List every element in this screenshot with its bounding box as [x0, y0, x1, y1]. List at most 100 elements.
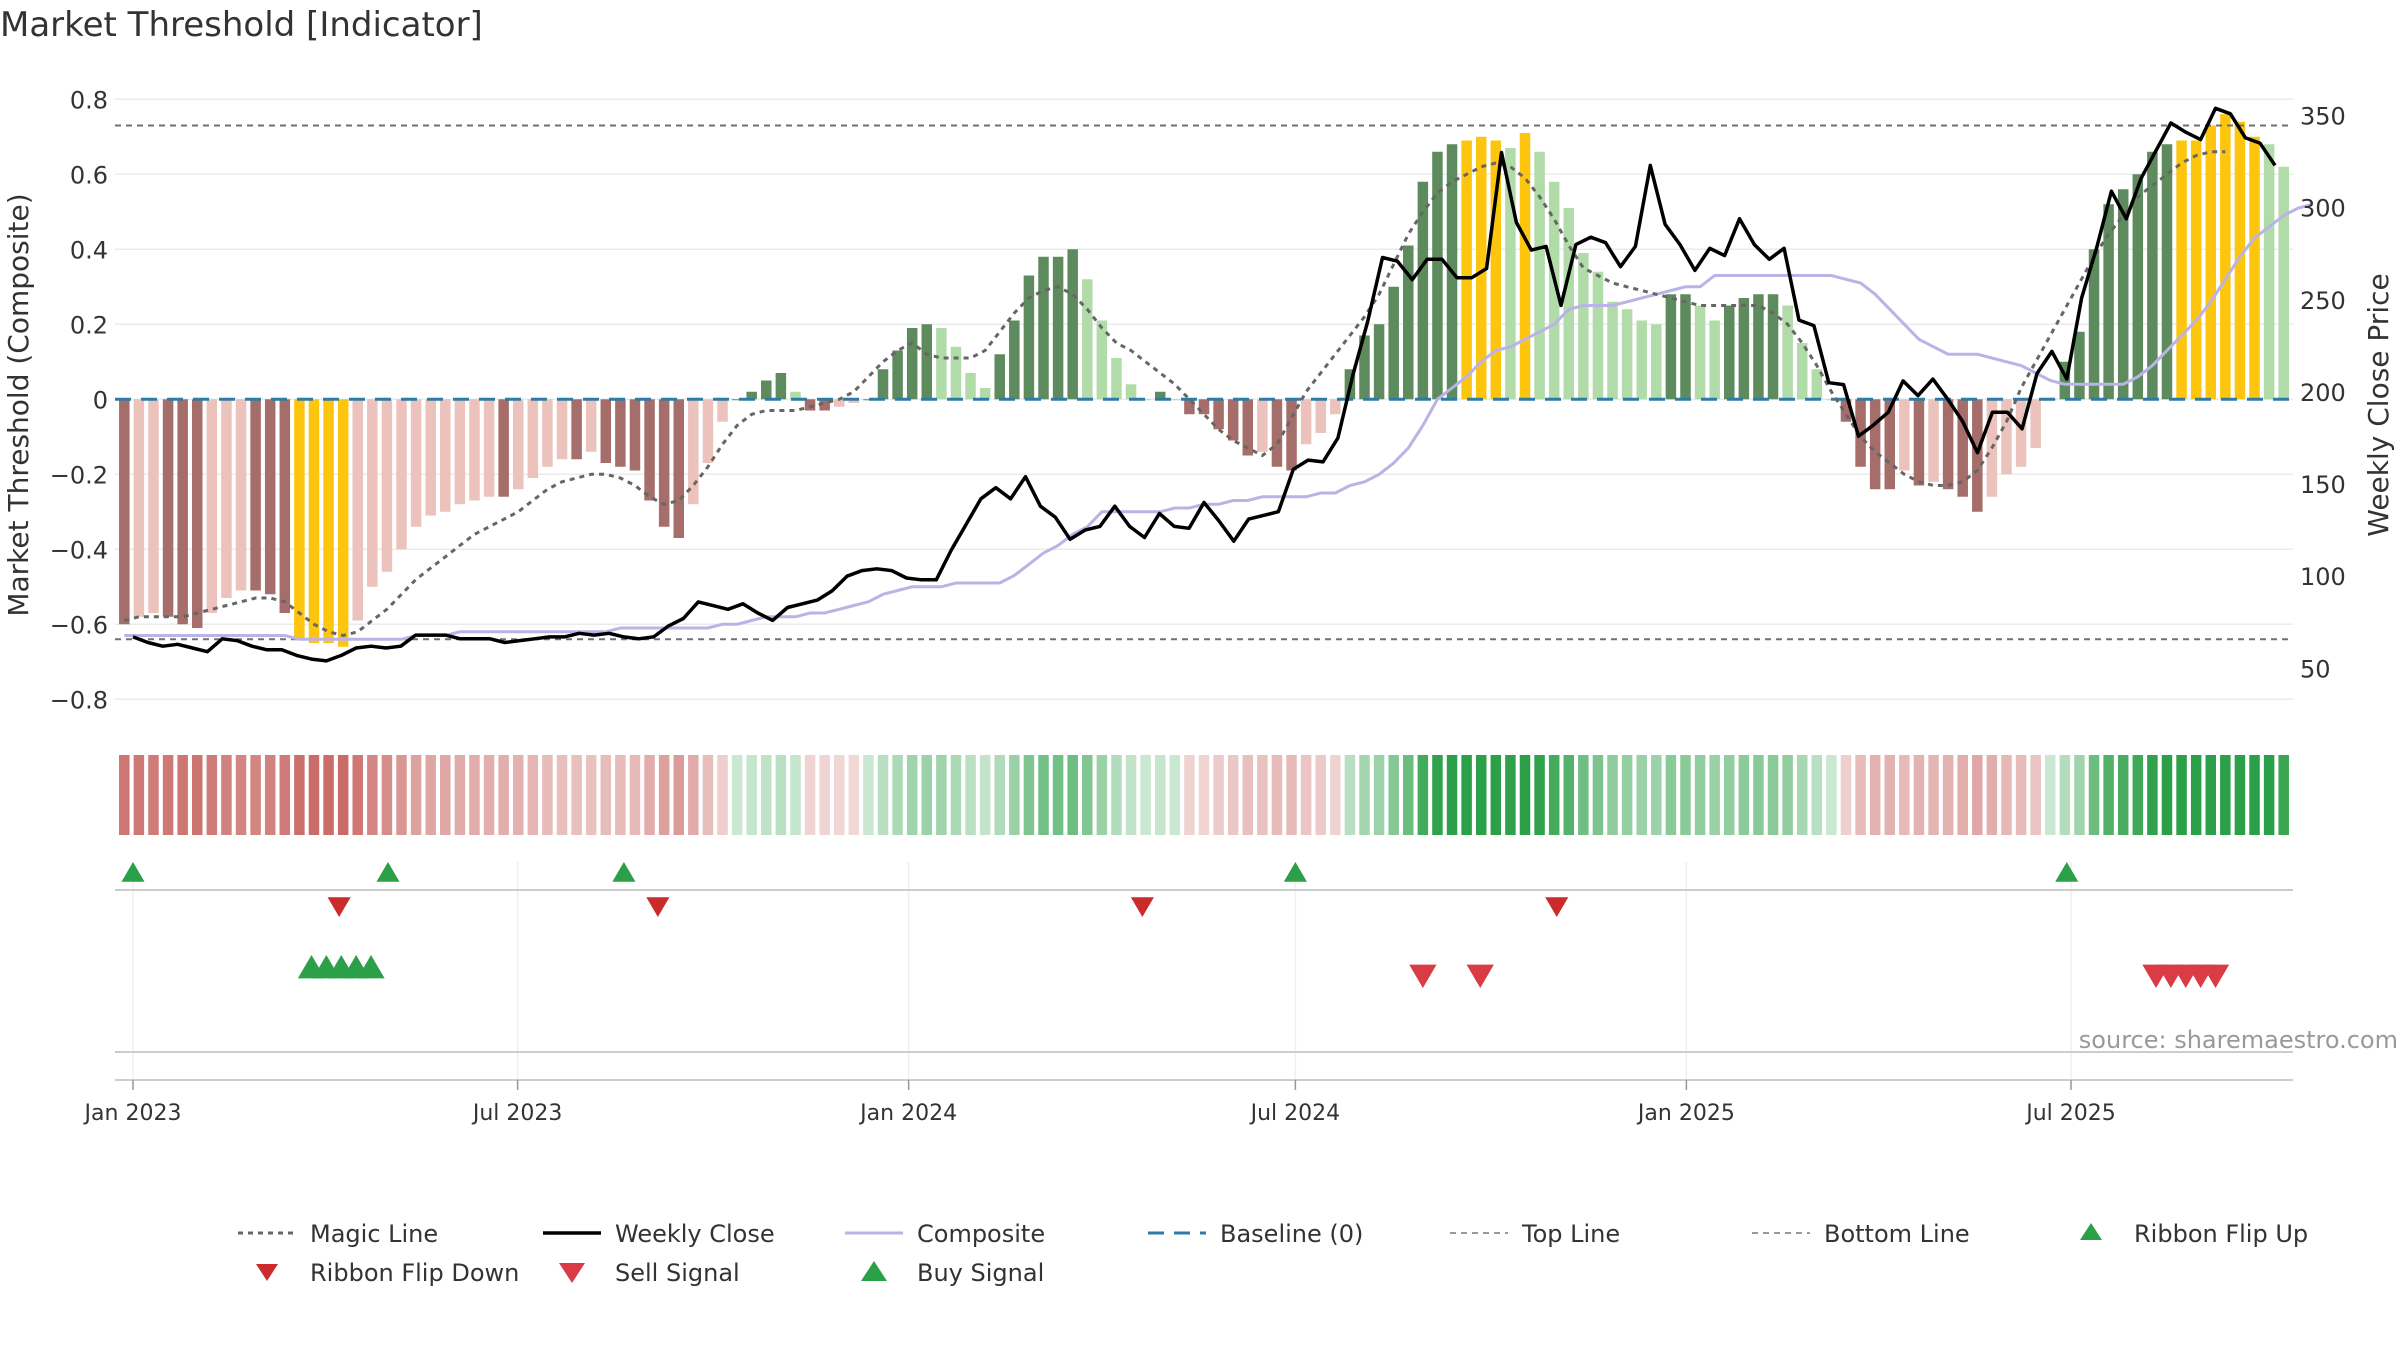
ribbon-cell	[1446, 755, 1458, 835]
composite-bar	[381, 399, 393, 572]
composite-bar	[585, 399, 597, 452]
ribbon-cell	[2161, 755, 2173, 835]
ribbon-cell	[1052, 755, 1064, 835]
left-tick-label: −0.8	[50, 686, 108, 714]
ribbon-cell	[2117, 755, 2129, 835]
ribbon-cell	[294, 755, 305, 835]
ribbon-cell	[833, 755, 845, 835]
left-tick-label: 0.4	[70, 236, 108, 264]
composite-bar	[1694, 305, 1706, 400]
ribbon-cell	[1227, 755, 1239, 835]
ribbon-cell	[250, 755, 261, 835]
ribbon-cell	[148, 755, 159, 835]
ribbon-cell	[1928, 755, 1939, 835]
ribbon-cell	[1694, 755, 1706, 835]
composite-bar	[2205, 125, 2217, 400]
composite-bar	[1709, 320, 1720, 400]
composite-bar	[323, 399, 334, 643]
x-tick-label: Jan 2024	[858, 1101, 957, 1126]
legend-symbol-buy	[861, 1261, 887, 1281]
composite-bar	[1184, 399, 1195, 415]
ribbon-flip-down-marker	[1545, 897, 1569, 917]
composite-bar	[833, 399, 845, 407]
composite-bar	[702, 399, 714, 463]
ribbon-cell	[936, 755, 947, 835]
ribbon-cell	[2015, 755, 2027, 835]
composite-bar	[1869, 399, 1881, 490]
reference-lines	[115, 124, 2293, 641]
composite-bar	[571, 399, 582, 460]
right-tick-label: 100	[2300, 563, 2346, 591]
composite-bar	[1767, 294, 1779, 400]
composite-bar	[819, 399, 830, 411]
composite-bar	[1636, 320, 1647, 400]
ribbon-cell	[1038, 755, 1049, 835]
ribbon-cell	[1986, 755, 1998, 835]
ribbon-cell	[2001, 755, 2012, 835]
ribbon-cell	[994, 755, 1005, 835]
composite-line	[124, 202, 2314, 641]
composite-bar	[352, 399, 363, 621]
composite-bar	[1724, 305, 1735, 400]
ribbon-flip-up-marker	[376, 862, 400, 882]
composite-bar	[892, 350, 903, 400]
ribbon-cell	[323, 755, 334, 835]
composite-bar	[2132, 174, 2144, 400]
composite-bar	[1417, 181, 1429, 400]
composite-bar	[2147, 151, 2158, 400]
left-tick-label: 0	[93, 386, 108, 414]
ribbon-cell	[1869, 755, 1881, 835]
composite-bar	[994, 354, 1005, 400]
ribbon-cell	[585, 755, 597, 835]
composite-bar	[2088, 249, 2100, 400]
composite-bar	[804, 399, 816, 411]
composite-bar	[1038, 256, 1049, 400]
ribbon-cell	[702, 755, 714, 835]
ribbon-cell	[381, 755, 393, 835]
right-tick-label: 300	[2300, 195, 2346, 223]
ribbon-cell	[1475, 755, 1487, 835]
left-axis-label: Market Threshold (Composite)	[2, 193, 35, 616]
ribbon-cell	[1767, 755, 1779, 835]
ribbon-cell	[1461, 755, 1472, 835]
composite-bar	[1330, 399, 1341, 415]
ribbon-cell	[454, 755, 466, 835]
composite-bar	[1315, 399, 1326, 433]
composite-bar	[119, 399, 130, 625]
ribbon-cell	[615, 755, 626, 835]
composite-bar	[1140, 399, 1151, 401]
ribbon-cell	[979, 755, 991, 835]
legend-label-top: Top Line	[1521, 1220, 1620, 1248]
ribbon-cell	[1388, 755, 1399, 835]
ribbon-cell	[2147, 755, 2158, 835]
composite-bar	[177, 399, 188, 625]
ribbon-cell	[352, 755, 363, 835]
ribbon-cell	[1578, 755, 1589, 835]
composite-bar	[1548, 181, 1560, 400]
buy-signal-marker	[357, 955, 385, 979]
composite-bar	[1082, 279, 1093, 400]
ribbon-cell	[367, 755, 378, 835]
ribbon-cell	[819, 755, 830, 835]
ribbon-cell	[1009, 755, 1020, 835]
ribbon-cell	[629, 755, 641, 835]
ribbon-cell	[2234, 755, 2246, 835]
ribbon-cell	[863, 755, 874, 835]
composite-bar	[688, 399, 699, 505]
right-axis-label: Weekly Close Price	[2362, 273, 2395, 536]
composite-bar	[206, 399, 218, 613]
left-tick-label: 0.8	[70, 86, 108, 114]
x-axis: Jan 2023 Jul 2023 Jan 2024 Jul 2024 Jan 2025…	[83, 1079, 2293, 1126]
composite-bar	[863, 399, 874, 401]
ribbon-cell	[1373, 755, 1385, 835]
ribbon-cell	[119, 755, 130, 835]
ribbon-cell	[1154, 755, 1166, 835]
composite-bar	[1534, 151, 1545, 400]
composite-bar	[790, 391, 801, 400]
composite-bar	[512, 399, 524, 490]
composite-bar	[673, 399, 684, 538]
composite-bar	[337, 399, 349, 647]
ribbon-cell	[1432, 755, 1443, 835]
ribbon-cell	[1023, 755, 1035, 835]
